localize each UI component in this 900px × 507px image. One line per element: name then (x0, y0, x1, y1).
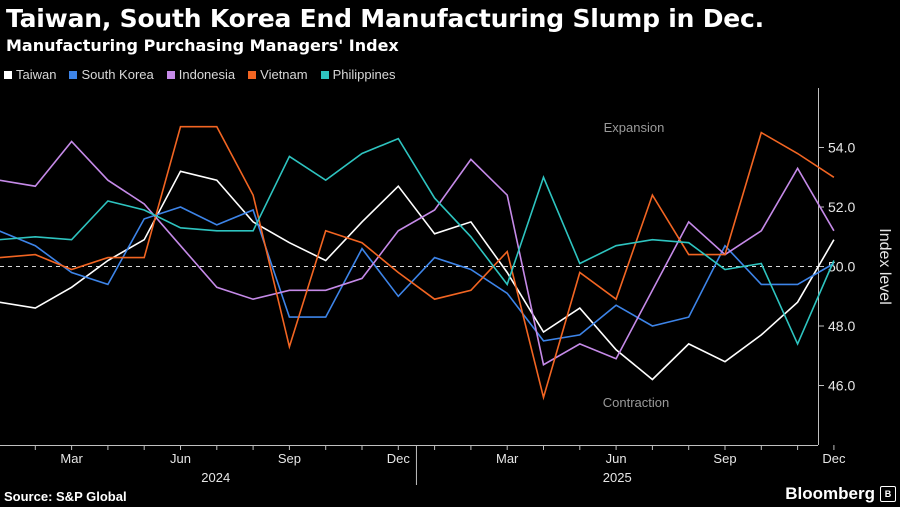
x-tick-label: Mar (60, 451, 83, 466)
contraction-annotation: Contraction (603, 395, 669, 410)
legend-swatch-philippines (320, 70, 329, 79)
chart-title: Taiwan, South Korea End Manufacturing Sl… (6, 4, 764, 33)
x-tick-label: Jun (606, 451, 627, 466)
y-tick-label: 52.0 (828, 199, 855, 215)
x-tick-label: Sep (278, 451, 301, 466)
year-label: 2025 (603, 470, 632, 485)
expansion-annotation: Expansion (604, 120, 665, 135)
y-tick-label: 54.0 (828, 140, 855, 156)
legend-swatch-vietnam (248, 70, 257, 79)
legend-swatch-indonesia (166, 70, 175, 79)
source-note: Source: S&P Global (4, 489, 127, 504)
legend-item-vietnam: Vietnam (248, 67, 308, 82)
y-tick-label: 48.0 (828, 318, 855, 334)
y-axis-title: Index level (876, 228, 893, 305)
legend-item-taiwan: Taiwan (4, 67, 56, 82)
legend-item-south-korea: South Korea (69, 67, 154, 82)
year-label: 2024 (201, 470, 230, 485)
chart-legend: Taiwan South Korea Indonesia Vietnam Phi… (4, 67, 395, 82)
series-line-indonesia (0, 140, 835, 366)
legend-item-philippines: Philippines (320, 67, 396, 82)
legend-swatch-south-korea (69, 70, 78, 79)
brand-name: Bloomberg (785, 484, 875, 503)
brand-logo: Bloomberg B (785, 484, 896, 504)
series-line-philippines (0, 137, 835, 346)
legend-label-vietnam: Vietnam (260, 67, 308, 82)
x-tick-label: Dec (822, 451, 846, 466)
legend-label-indonesia: Indonesia (178, 67, 236, 82)
x-tick-label: Sep (713, 451, 736, 466)
bloomberg-logo-icon: B (880, 486, 896, 502)
series-line-vietnam (0, 125, 835, 401)
x-tick-label: Jun (170, 451, 191, 466)
legend-swatch-taiwan (4, 70, 12, 79)
series-line-south-korea (0, 206, 835, 342)
x-tick-label: Mar (496, 451, 519, 466)
legend-label-south-korea: South Korea (81, 67, 154, 82)
x-tick-label: Dec (387, 451, 411, 466)
legend-label-philippines: Philippines (332, 67, 396, 82)
y-tick-label: 50.0 (828, 259, 855, 275)
legend-item-indonesia: Indonesia (166, 67, 236, 82)
legend-label-taiwan: Taiwan (16, 67, 57, 82)
series-line-taiwan (0, 170, 835, 381)
y-tick-label: 46.0 (828, 378, 855, 394)
chart-subtitle: Manufacturing Purchasing Managers' Index (6, 36, 399, 55)
